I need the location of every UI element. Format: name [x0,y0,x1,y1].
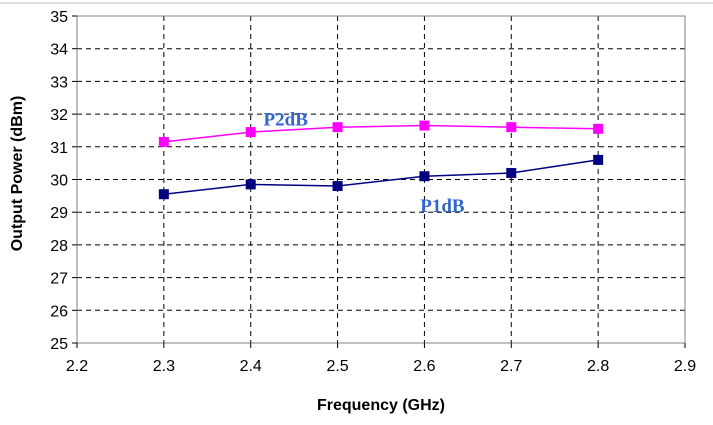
data-point-p2db [245,127,256,138]
x-tick-label: 2.7 [500,358,522,375]
series-lines [163,124,599,195]
y-tick-label: 34 [50,42,68,59]
y-axis-ticks: 25 26 27 28 29 30 31 32 33 34 35 [50,9,77,353]
y-tick-label: 27 [50,271,68,288]
y-tick-label: 33 [50,74,68,91]
y-tick-label: 31 [50,140,68,157]
data-point-p2db [332,122,343,133]
y-tick-label: 29 [50,205,68,222]
y-tick-label: 28 [50,238,68,255]
data-point-p1db [245,179,256,190]
y-tick-label: 26 [50,303,68,320]
x-tick-label: 2.5 [326,358,348,375]
series-label-p1db: P1dB [420,196,465,217]
series-line-p2db [163,124,599,143]
y-tick-label: 35 [50,9,68,26]
data-point-p2db [506,122,517,133]
x-tick-label: 2.9 [674,358,696,375]
y-tick-label: 30 [50,173,68,190]
x-tick-label: 2.3 [153,358,175,375]
data-point-p1db [593,154,604,165]
y-tick-label: 32 [50,107,68,124]
data-point-p1db [506,167,517,178]
data-point-p1db [419,171,430,182]
x-tick-label: 2.8 [587,358,609,375]
x-tick-label: 2.2 [66,358,88,375]
data-point-p2db [419,120,430,131]
x-axis-title: Frequency (GHz) [317,397,445,414]
x-tick-label: 2.4 [240,358,262,375]
y-tick-label: 25 [50,336,68,353]
series-line-p1db [163,159,599,195]
x-tick-label: 2.6 [413,358,435,375]
data-point-p1db [158,189,169,200]
data-point-p2db [593,123,604,134]
series-points [158,120,604,200]
y-axis-title: Output Power (dBm) [9,96,26,252]
data-point-p1db [332,181,343,192]
series-label-p2db: P2dB [264,110,309,131]
x-axis-ticks: 2.2 2.3 2.4 2.5 2.6 2.7 2.8 2.9 [66,343,696,375]
data-point-p2db [158,136,169,147]
